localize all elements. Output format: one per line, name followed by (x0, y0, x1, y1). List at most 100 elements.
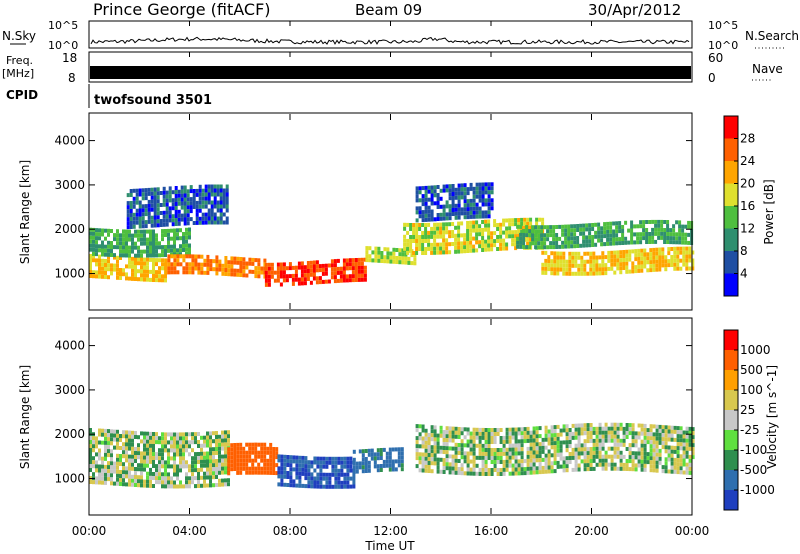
power-cell (588, 243, 592, 248)
velocity-cell (131, 434, 134, 439)
power-cell (433, 222, 437, 227)
velocity-cell (280, 466, 284, 471)
velocity-cell (481, 427, 485, 432)
power-cell (457, 191, 461, 196)
velocity-cell (236, 462, 240, 467)
power-cell (200, 270, 204, 275)
power-cell (156, 195, 160, 200)
power-cell (601, 255, 605, 260)
power-cell (568, 255, 572, 260)
power-cell (559, 263, 563, 268)
power-cell (592, 263, 596, 268)
power-cell (155, 233, 158, 238)
power-cell (222, 200, 226, 205)
power-cell (198, 208, 202, 213)
velocity-cell (322, 456, 326, 461)
velocity-cell (307, 472, 311, 477)
velocity-cell (466, 455, 470, 460)
power-cell (469, 248, 473, 253)
power-cell (487, 227, 491, 232)
power-cell (143, 273, 146, 278)
power-cell (496, 235, 500, 239)
power-cell (643, 256, 647, 261)
velocity-cell (511, 435, 515, 440)
velocity-cell (610, 446, 614, 451)
velocity-cell (307, 460, 311, 465)
power-cell (475, 182, 479, 187)
velocity-cell (637, 451, 641, 456)
power-cell (567, 232, 571, 237)
power-cell (613, 258, 617, 263)
power-cell (192, 201, 196, 205)
power-cell (107, 248, 110, 253)
velocity-cell (275, 463, 279, 468)
power-cell (153, 207, 157, 212)
velocity-cell (610, 462, 614, 467)
velocity-cell (466, 439, 470, 444)
power-cell (128, 253, 131, 258)
power-cell (637, 256, 641, 261)
velocity-cell (167, 452, 170, 457)
velocity-cell (631, 459, 635, 464)
velocity-cell (670, 453, 674, 458)
velocity-cell (598, 462, 602, 467)
velocity-cell (101, 480, 104, 485)
power-cell (520, 221, 524, 226)
velocity-cell (245, 470, 249, 475)
power-cell (227, 268, 231, 273)
power-cell (550, 267, 554, 272)
power-cell (207, 212, 211, 217)
velocity-cell (625, 447, 629, 451)
power-cell (164, 229, 167, 233)
power-cell (475, 240, 479, 245)
power-cell (288, 262, 292, 267)
power-cell (540, 225, 544, 230)
power-cell (469, 232, 473, 237)
velocity-cell (442, 470, 446, 474)
velocity-cell (679, 462, 683, 467)
power-cell (576, 228, 580, 232)
power-cell (315, 280, 319, 285)
power-cell (351, 274, 355, 279)
velocity-cell (149, 447, 152, 452)
velocity-colorbar-label: -100 (740, 443, 767, 457)
power-cell (89, 262, 92, 266)
velocity-cell (310, 472, 314, 477)
velocity-cell (460, 443, 464, 448)
power-cell (681, 232, 685, 237)
power-cell (144, 224, 148, 229)
velocity-cell (634, 455, 638, 460)
velocity-cell (104, 468, 107, 473)
power-cell (315, 264, 319, 269)
power-cell (377, 258, 381, 263)
power-cell (215, 259, 219, 264)
velocity-cell (230, 459, 234, 464)
power-cell (239, 269, 243, 273)
velocity-cell (191, 436, 194, 441)
power-cell (604, 267, 608, 272)
power-cell (170, 248, 173, 253)
velocity-cell (475, 471, 479, 476)
power-cell (454, 195, 458, 200)
velocity-cell (152, 472, 155, 476)
velocity-cell (607, 438, 611, 443)
velocity-cell (280, 454, 284, 459)
power-cell (565, 267, 569, 272)
power-cell (150, 199, 154, 204)
velocity-cell (577, 439, 581, 444)
power-cell (619, 270, 623, 275)
velocity-cell (98, 432, 101, 437)
velocity-cell (574, 435, 578, 440)
power-cell (481, 228, 485, 232)
power-cell (336, 278, 340, 283)
power-cell (457, 237, 461, 242)
power-cell (621, 237, 625, 241)
power-cell (658, 259, 662, 264)
velocity-cell (152, 476, 155, 480)
velocity-cell (104, 456, 107, 461)
power-cell (189, 217, 193, 222)
power-cell (386, 255, 390, 260)
velocity-cell (529, 442, 533, 447)
velocity-cell (607, 430, 611, 435)
power-cell (225, 208, 229, 213)
